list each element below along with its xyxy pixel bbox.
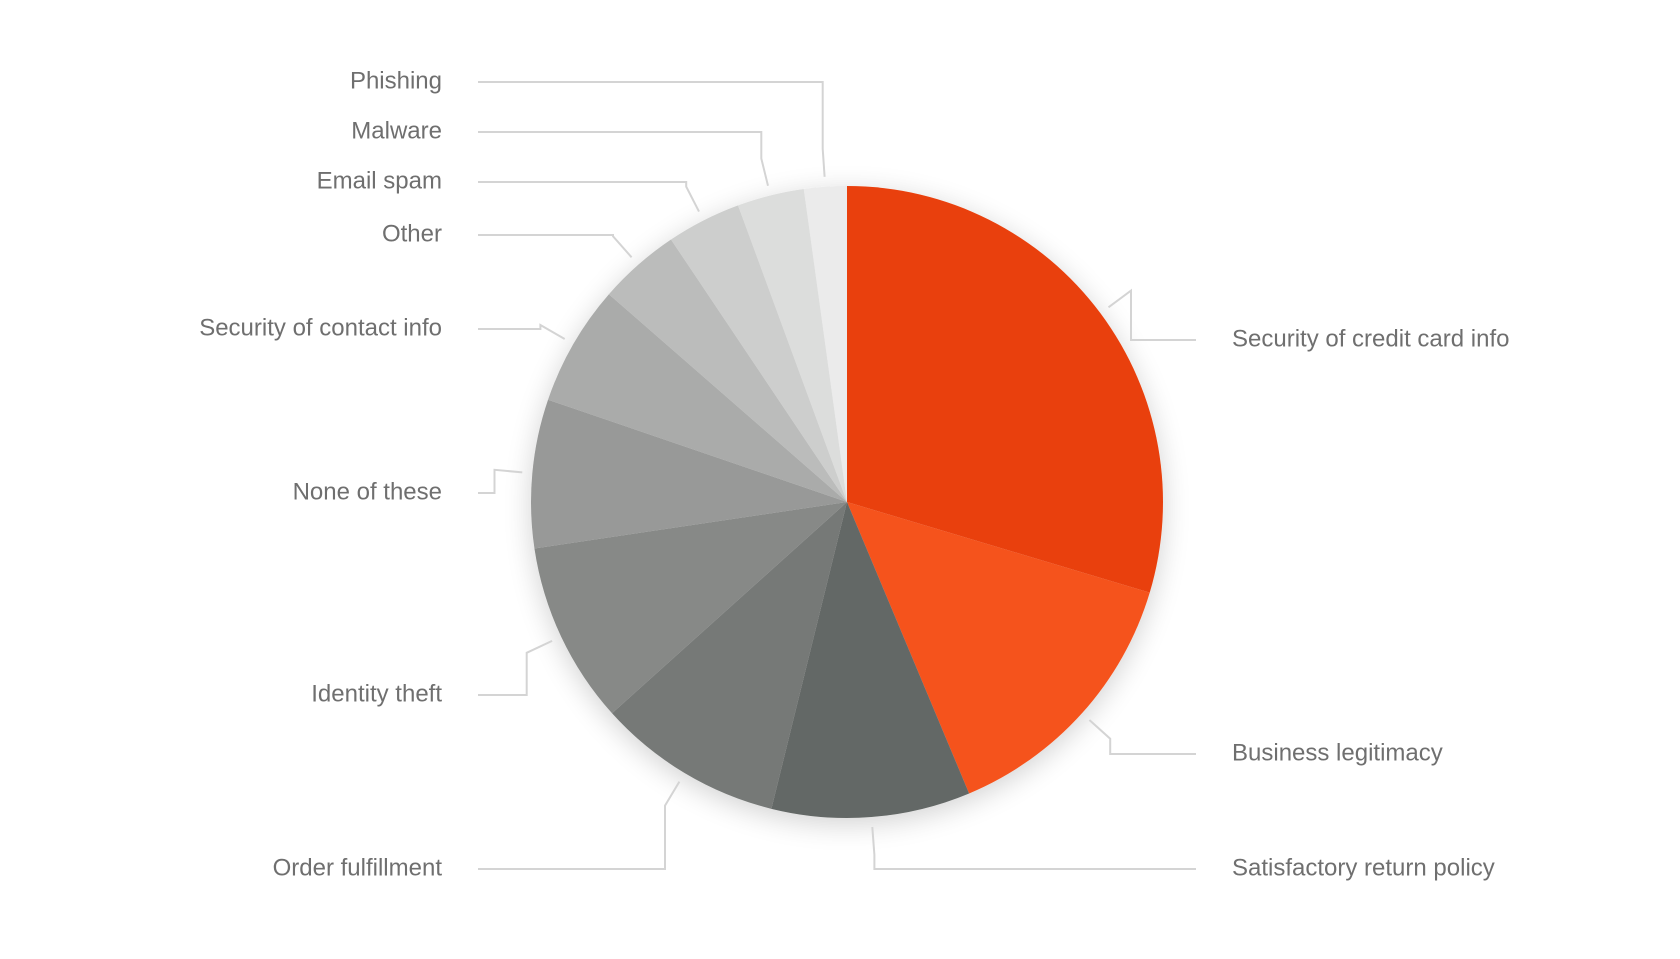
leader-line-malware (478, 131, 769, 186)
pie-slice-order-fulfillment (612, 502, 847, 809)
pie-slice-security-of-credit-card-info (847, 186, 1163, 593)
leader-line-phishing (478, 81, 826, 177)
pie-slice-business-legitimacy (847, 502, 1150, 794)
slice-label-security-of-credit-card-info: Security of credit card info (1232, 325, 1509, 352)
slice-labels: Security of credit card info Business leg… (199, 67, 1509, 881)
leader-line-business-legitimacy (1088, 719, 1196, 755)
slice-label-identity-theft: Identity theft (311, 680, 442, 707)
pie-slice-other (608, 239, 847, 503)
leader-lines (478, 81, 1196, 870)
leader-line-security-of-credit-card-info (1107, 288, 1196, 341)
pie-slice-email-spam (671, 205, 847, 502)
pie-slice-malware (738, 188, 847, 502)
leader-line-order-fulfillment (478, 781, 681, 870)
leader-line-email-spam (478, 181, 700, 213)
pie-slice-satisfactory-return-policy (771, 502, 970, 819)
slice-label-malware: Malware (351, 117, 442, 144)
slice-label-order-fulfillment: Order fulfillment (273, 854, 443, 881)
leader-line-other (478, 234, 633, 258)
leader-line-none-of-these (478, 468, 523, 494)
slice-label-email-spam: Email spam (317, 167, 442, 194)
pie-slice-phishing (803, 186, 847, 502)
slice-label-phishing: Phishing (350, 67, 442, 94)
slice-label-satisfactory-return-policy: Satisfactory return policy (1232, 854, 1495, 881)
pie-slice-security-of-contact-info (548, 294, 847, 502)
slice-label-none-of-these: None of these (293, 478, 442, 505)
leader-line-security-of-contact-info (478, 323, 566, 340)
slice-label-security-of-contact-info: Security of contact info (199, 314, 442, 341)
slice-label-business-legitimacy: Business legitimacy (1232, 739, 1443, 766)
pie-slices (531, 186, 1163, 819)
pie-slice-identity-theft (534, 502, 847, 714)
pie-slice-none-of-these (531, 399, 847, 549)
leader-line-satisfactory-return-policy (871, 826, 1196, 870)
slice-label-other: Other (382, 220, 442, 247)
leader-line-identity-theft (478, 639, 553, 696)
